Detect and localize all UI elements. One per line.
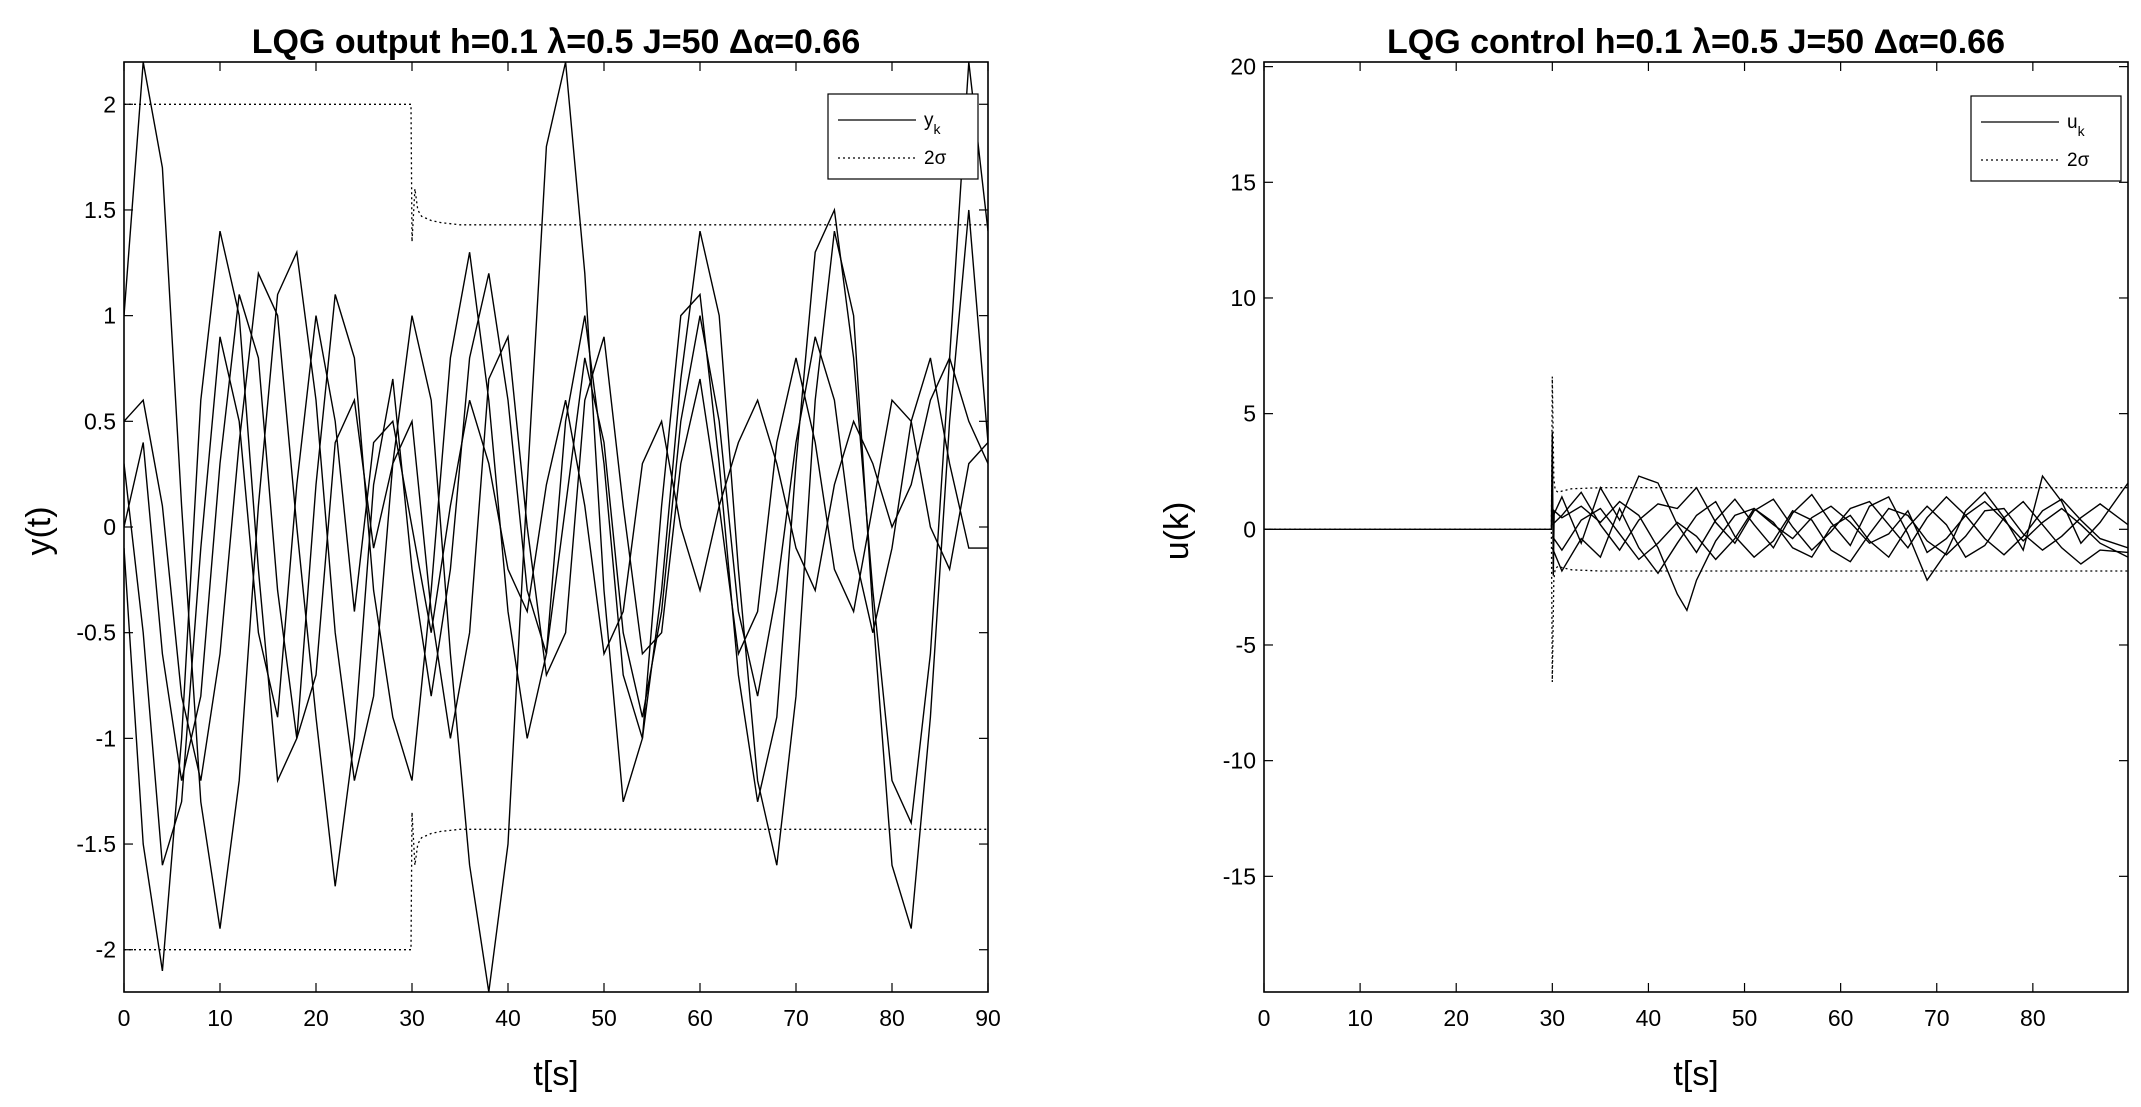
y-tick-label: -2	[96, 937, 116, 963]
x-tick-label: 0	[1258, 1005, 1271, 1031]
x-tick-label: 10	[207, 1005, 233, 1031]
legend-label: 2σ	[2067, 150, 2090, 171]
y-tick-label: -1.5	[76, 831, 116, 857]
legend-label: yk	[924, 110, 942, 137]
series-line-sigma-bound	[1264, 376, 2128, 530]
series-line-sigma-bound	[1264, 528, 2128, 683]
y-tick-label: -1	[96, 725, 116, 751]
y-tick-label: -5	[1236, 632, 1256, 658]
x-tick-label: 70	[783, 1005, 809, 1031]
y-tick-label: 0.5	[84, 408, 116, 434]
x-tick-label: 60	[687, 1005, 713, 1031]
y-tick-label: 0	[103, 514, 116, 540]
plot-area-frame	[123, 61, 989, 993]
output-chart-title: LQG output h=0.1 λ=0.5 J=50 Δα=0.66	[252, 23, 860, 61]
x-tick-label: 40	[1636, 1005, 1662, 1031]
y-tick-label: 5	[1243, 401, 1256, 427]
x-tick-label: 70	[1924, 1005, 1950, 1031]
plot-area-frame	[1263, 61, 2129, 993]
series-line-trajectory	[124, 315, 988, 866]
x-tick-label: 30	[1540, 1005, 1566, 1031]
series-line-sigma-bound	[124, 103, 988, 242]
x-tick-label: 0	[118, 1005, 131, 1031]
control-chart-xlabel: t[s]	[1673, 1055, 1718, 1093]
series-line-trajectory	[124, 294, 988, 781]
y-tick-label: 20	[1230, 54, 1256, 80]
control-chart-ylabel: u(k)	[1158, 502, 1196, 561]
output-chart-xlabel: t[s]	[533, 1055, 578, 1093]
legend: uk 2σ	[1970, 95, 2122, 182]
output-chart: LQG output h=0.1 λ=0.5 J=50 Δα=0.66 t[s]…	[20, 23, 1001, 1093]
series-line-sigma-bound	[124, 812, 988, 951]
y-tick-label: -15	[1223, 863, 1256, 889]
x-tick-label: 10	[1347, 1005, 1373, 1031]
series-line-trajectory	[1264, 432, 2128, 612]
series-line-trajectory	[1551, 500, 2128, 575]
x-tick-label: 50	[1732, 1005, 1758, 1031]
x-tick-label: 50	[591, 1005, 617, 1031]
y-tick-label: 10	[1230, 285, 1256, 311]
y-tick-label: 15	[1230, 169, 1256, 195]
x-tick-label: 90	[975, 1005, 1001, 1031]
series-line-trajectory	[1551, 486, 2128, 556]
legend: yk 2σ	[827, 93, 979, 180]
y-tick-label: 1.5	[84, 197, 116, 223]
x-tick-label: 30	[399, 1005, 425, 1031]
control-chart-title: LQG control h=0.1 λ=0.5 J=50 Δα=0.66	[1387, 23, 2005, 61]
x-tick-label: 20	[303, 1005, 329, 1031]
y-tick-label: -0.5	[76, 620, 116, 646]
legend-label: 2σ	[924, 148, 947, 169]
y-tick-label: 0	[1243, 516, 1256, 542]
series-line-trajectory	[124, 270, 988, 887]
y-tick-label: 2	[103, 91, 116, 117]
y-tick-label: 1	[103, 303, 116, 329]
x-tick-label: 60	[1828, 1005, 1854, 1031]
series-line-trajectory	[1551, 500, 2128, 565]
legend-label: uk	[2067, 112, 2086, 139]
series-line-trajectory	[124, 62, 988, 992]
x-tick-label: 40	[495, 1005, 521, 1031]
output-chart-ylabel: y(t)	[20, 506, 58, 555]
x-tick-label: 80	[879, 1005, 905, 1031]
y-tick-label: -10	[1223, 748, 1256, 774]
series-line-trajectory	[1551, 474, 2128, 582]
series-line-trajectory	[124, 209, 988, 972]
control-chart: LQG control h=0.1 λ=0.5 J=50 Δα=0.66 t[s…	[1158, 23, 2129, 1093]
x-tick-label: 80	[2020, 1005, 2046, 1031]
x-tick-label: 20	[1443, 1005, 1469, 1031]
